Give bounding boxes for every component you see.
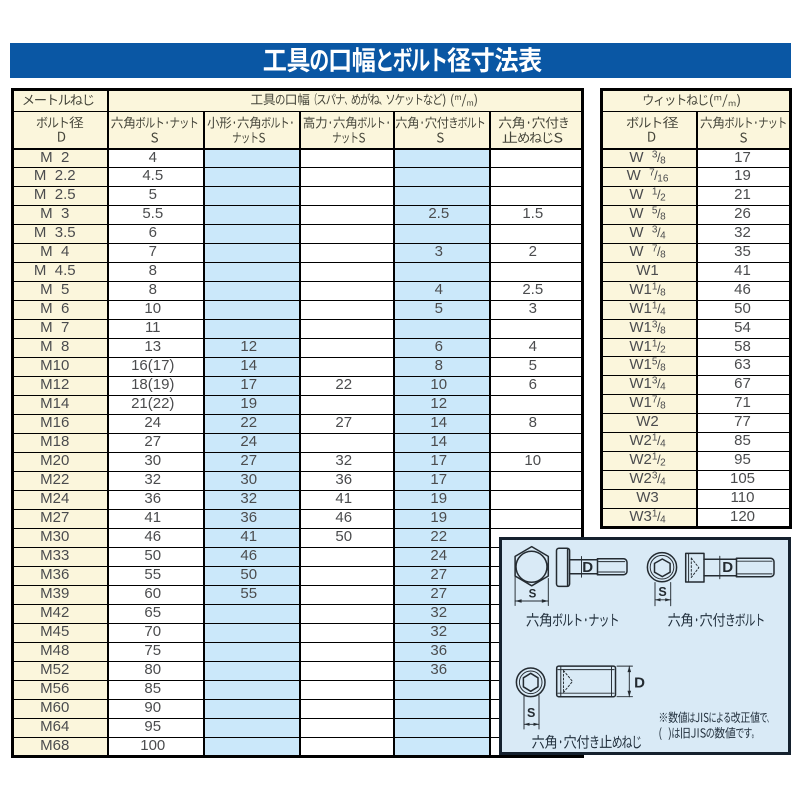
svg-text:D: D <box>634 675 645 692</box>
svg-text:D: D <box>582 559 593 576</box>
svg-text:D: D <box>722 559 733 576</box>
svg-text:S: S <box>529 588 537 600</box>
svg-text:S: S <box>527 706 535 720</box>
svg-text:S: S <box>658 585 666 599</box>
